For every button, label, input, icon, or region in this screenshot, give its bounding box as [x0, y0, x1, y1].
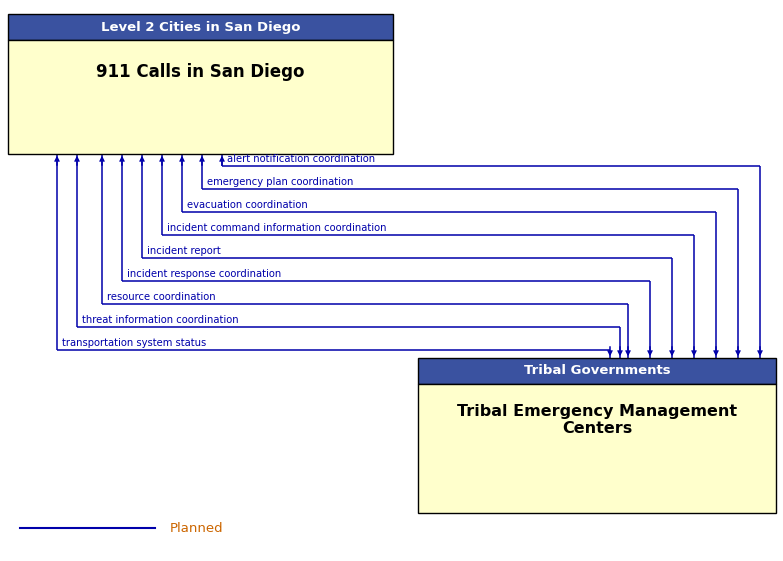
Bar — [8, 40, 393, 154]
Text: transportation system status: transportation system status — [62, 338, 206, 348]
Bar — [8, 14, 393, 40]
Text: resource coordination: resource coordination — [106, 292, 215, 302]
Text: Tribal Governments: Tribal Governments — [524, 365, 670, 378]
Text: emergency plan coordination: emergency plan coordination — [207, 177, 353, 187]
Text: evacuation coordination: evacuation coordination — [186, 200, 308, 210]
Text: Planned: Planned — [170, 522, 224, 535]
Text: incident response coordination: incident response coordination — [127, 269, 281, 279]
Bar — [418, 358, 776, 384]
Bar — [418, 384, 776, 513]
Text: incident command information coordination: incident command information coordinatio… — [167, 223, 386, 233]
Text: Tribal Emergency Management
Centers: Tribal Emergency Management Centers — [457, 404, 737, 436]
Text: alert notification coordination: alert notification coordination — [227, 154, 375, 164]
Text: 911 Calls in San Diego: 911 Calls in San Diego — [96, 63, 305, 81]
Text: incident report: incident report — [146, 246, 221, 256]
Text: threat information coordination: threat information coordination — [81, 315, 238, 325]
Text: Level 2 Cities in San Diego: Level 2 Cities in San Diego — [101, 21, 300, 34]
